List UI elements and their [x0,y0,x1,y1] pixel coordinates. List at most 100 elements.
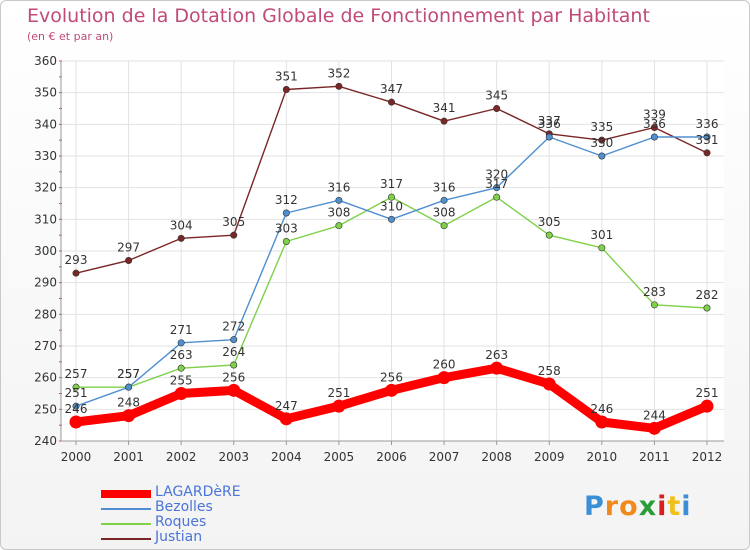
x-tick-label: 2008 [481,450,512,464]
data-label: 256 [380,370,403,384]
data-label: 293 [65,253,88,267]
data-point [174,387,188,400]
data-point [72,269,80,277]
logo-letter: o [619,491,639,522]
data-point [542,377,556,391]
logo-letter: P [584,491,605,522]
y-tick-label: 310 [34,212,57,226]
data-label: 263 [170,348,193,362]
legend-item: LAGARDèRE [101,484,341,500]
data-label: 282 [696,288,719,302]
data-label: 257 [117,367,140,381]
data-point [177,234,185,242]
x-tick-label: 2012 [692,450,723,464]
data-point [335,222,343,230]
legend-label: Roques [155,514,207,530]
data-point [440,117,448,125]
legend-swatch [101,538,151,540]
data-point [387,193,395,201]
data-label: 247 [275,399,298,413]
data-point [177,339,185,347]
data-label: 256 [222,370,245,384]
data-label: 257 [65,367,88,381]
x-tick-label: 2006 [376,450,407,464]
y-tick-label: 360 [34,54,57,68]
data-label: 301 [590,228,613,242]
data-label: 310 [380,199,403,213]
x-tick-label: 2004 [271,450,302,464]
data-label: 251 [696,386,719,400]
data-label: 341 [433,101,456,115]
data-point [703,304,711,312]
x-tick-label: 2001 [113,450,144,464]
data-point [230,231,238,239]
data-point [332,399,346,413]
data-point [122,409,136,423]
data-point [230,361,238,369]
data-label: 271 [170,323,193,337]
data-point [385,383,398,397]
y-tick-label: 320 [34,181,57,195]
data-point [545,231,553,239]
data-point [387,98,395,106]
data-label: 312 [275,193,298,207]
data-point [227,383,241,397]
data-label: 308 [327,206,350,220]
data-point [650,301,658,309]
legend-swatch [101,508,151,510]
logo-letter: i [681,491,692,522]
data-point [282,238,290,246]
data-label: 331 [696,133,719,147]
data-label: 248 [117,396,140,410]
y-tick-label: 340 [34,117,57,131]
legend-label: LAGARDèRE [155,484,241,500]
data-label: 251 [65,386,88,400]
data-point [703,149,711,157]
data-point [437,371,451,385]
legend-label: Bezolles [155,499,213,515]
data-point [647,421,661,435]
y-tick-label: 300 [34,244,57,258]
logo-letter: x [638,491,658,522]
data-point [125,256,133,264]
data-label: 317 [485,177,508,191]
data-label: 317 [380,177,403,191]
data-label: 308 [433,206,456,220]
data-label: 297 [117,241,140,255]
data-label: 244 [643,408,666,422]
data-point [493,184,501,192]
x-tick-label: 2002 [166,450,197,464]
chart-subtitle: (en € et par an) [27,30,114,43]
data-label: 351 [275,70,298,84]
data-label: 257 [117,367,140,381]
y-tick-label: 250 [34,402,57,416]
y-tick-label: 270 [34,339,57,353]
data-point [440,222,448,230]
data-point [72,383,80,391]
data-label: 305 [222,215,245,229]
data-point [387,215,395,223]
data-point [700,399,714,413]
data-point [279,412,293,426]
data-point [650,133,658,141]
data-point [440,196,448,204]
data-label: 255 [170,374,193,388]
proxiti-logo: Proxiti [584,491,692,522]
data-point [650,124,658,132]
chart-title: Evolution de la Dotation Globale de Fonc… [27,5,650,27]
y-tick-label: 260 [34,371,57,385]
x-tick-label: 2011 [639,450,670,464]
x-tick-label: 2007 [429,450,460,464]
data-point [125,383,133,391]
data-point [177,364,185,372]
data-label: 260 [433,358,456,372]
data-point [230,336,238,344]
data-label: 335 [590,120,613,134]
data-label: 251 [327,386,350,400]
data-label: 246 [65,402,88,416]
data-label: 283 [643,285,666,299]
data-point [282,209,290,217]
data-point [598,136,606,144]
data-label: 264 [222,345,245,359]
